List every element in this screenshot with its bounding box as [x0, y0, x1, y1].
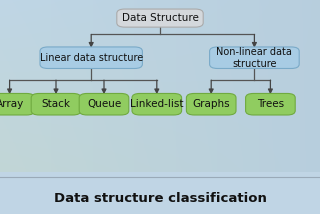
Text: Data Structure: Data Structure [122, 13, 198, 23]
Text: Data structure classification: Data structure classification [53, 192, 267, 205]
Text: Array: Array [0, 99, 24, 109]
FancyBboxPatch shape [79, 94, 129, 115]
FancyBboxPatch shape [31, 94, 81, 115]
Text: Non-linear data
structure: Non-linear data structure [216, 46, 292, 69]
Text: Queue: Queue [87, 99, 121, 109]
FancyBboxPatch shape [117, 9, 203, 27]
Text: Linked-list: Linked-list [130, 99, 184, 109]
FancyBboxPatch shape [186, 94, 236, 115]
Text: Trees: Trees [257, 99, 284, 109]
FancyBboxPatch shape [0, 94, 35, 115]
Text: Graphs: Graphs [192, 99, 230, 109]
FancyBboxPatch shape [132, 94, 182, 115]
FancyBboxPatch shape [40, 47, 142, 68]
Text: Stack: Stack [42, 99, 70, 109]
FancyBboxPatch shape [246, 94, 295, 115]
FancyBboxPatch shape [210, 47, 299, 68]
Text: Linear data structure: Linear data structure [40, 53, 143, 63]
